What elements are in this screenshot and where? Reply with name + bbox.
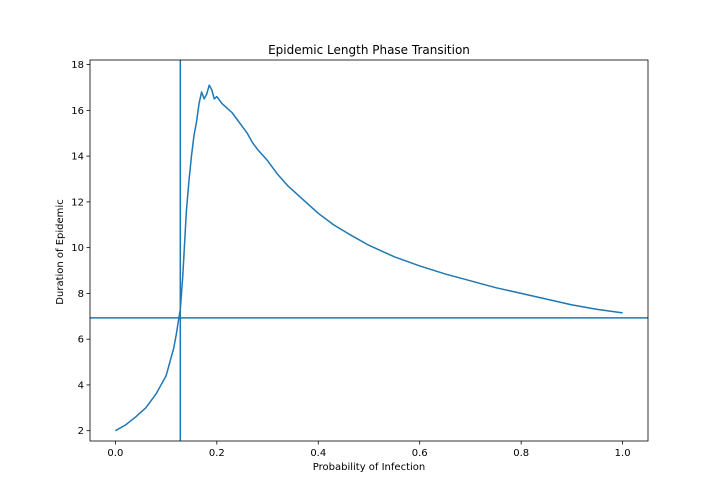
y-tick-label: 12 [71,197,84,208]
y-tick-label: 2 [78,426,84,437]
y-tick-label: 18 [71,60,84,71]
y-tick-label: 6 [78,335,84,346]
y-axis-label: Duration of Epidemic [55,199,66,304]
series-line-0 [114,84,623,432]
plot-frame [89,59,649,442]
plot-area: 0.0 0.2 0.4 0.6 0.8 1.0 2 4 6 8 10 12 14 16 18 [71,59,649,459]
x-axis-label: Probability of Infection [313,462,425,473]
x-tick-label: 1.0 [615,448,631,459]
y-tick-label: 14 [71,152,84,163]
x-tick-label: 0.0 [107,448,123,459]
y-tick-label: 10 [71,243,84,254]
y-tick-label: 4 [78,380,84,391]
x-tick-label: 0.8 [513,448,529,459]
chart-title: Epidemic Length Phase Transition [268,43,470,57]
x-tick-label: 0.6 [412,448,428,459]
x-tick-label: 0.4 [310,448,326,459]
y-tick-label: 8 [78,289,84,300]
y-tick-label: 16 [71,106,84,117]
x-tick-label: 0.2 [209,448,225,459]
